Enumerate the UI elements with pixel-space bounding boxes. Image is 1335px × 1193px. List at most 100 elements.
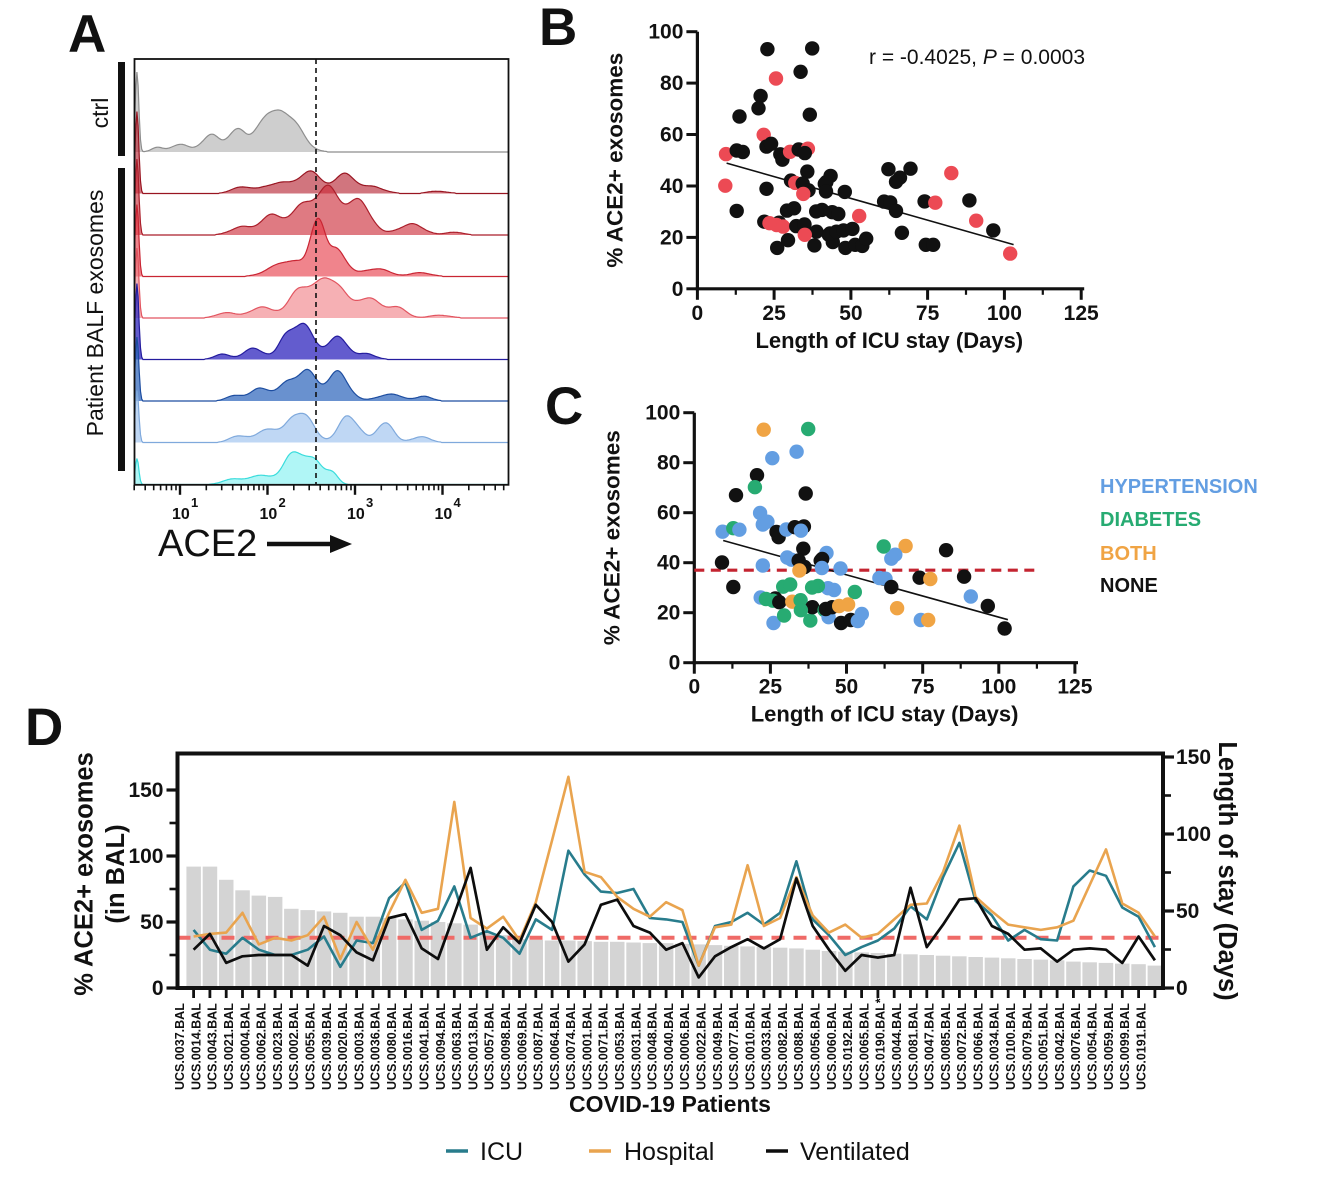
svg-text:% ACE2+ exosomes: % ACE2+ exosomes <box>602 53 627 268</box>
svg-text:80: 80 <box>657 452 680 475</box>
svg-text:(in BAL): (in BAL) <box>102 824 130 923</box>
svg-text:150: 150 <box>128 779 163 802</box>
svg-text:UCS.0071.BAL: UCS.0071.BAL <box>597 1003 611 1090</box>
svg-text:0: 0 <box>1176 977 1188 1000</box>
svg-text:25: 25 <box>762 302 786 325</box>
svg-text:50: 50 <box>1176 900 1199 923</box>
svg-text:100: 100 <box>128 845 163 868</box>
svg-text:UCS.0031.BAL: UCS.0031.BAL <box>629 1003 643 1090</box>
svg-text:UCS.0082.BAL: UCS.0082.BAL <box>776 1003 790 1090</box>
svg-text:10: 10 <box>172 506 190 523</box>
svg-text:40: 40 <box>657 552 680 575</box>
svg-text:50: 50 <box>839 302 862 325</box>
svg-text:UCS.0043.BAL: UCS.0043.BAL <box>206 1003 220 1090</box>
svg-text:ctrl: ctrl <box>87 98 113 129</box>
svg-text:80: 80 <box>660 72 683 95</box>
svg-text:Ventilated: Ventilated <box>800 1138 910 1166</box>
svg-text:10: 10 <box>260 506 278 523</box>
svg-text:% ACE2+ exosomes: % ACE2+ exosomes <box>599 430 624 645</box>
svg-text:UCS.0013.BAL: UCS.0013.BAL <box>466 1003 480 1090</box>
svg-text:UCS.0059.BAL: UCS.0059.BAL <box>1102 1003 1116 1090</box>
svg-text:UCS.0040.BAL: UCS.0040.BAL <box>662 1003 676 1090</box>
svg-text:0: 0 <box>688 676 700 699</box>
svg-text:UCS.0021.BAL: UCS.0021.BAL <box>222 1003 236 1090</box>
svg-text:100: 100 <box>645 402 680 425</box>
svg-text:UCS.0039.BAL: UCS.0039.BAL <box>320 1003 334 1090</box>
svg-text:Length of ICU stay (Days): Length of ICU stay (Days) <box>755 328 1023 353</box>
svg-text:150: 150 <box>1176 746 1211 769</box>
svg-text:10: 10 <box>435 506 453 523</box>
svg-text:UCS.0057.BAL: UCS.0057.BAL <box>483 1003 497 1090</box>
svg-text:UCS.0088.BAL: UCS.0088.BAL <box>792 1003 806 1090</box>
svg-text:UCS.0022.BAL: UCS.0022.BAL <box>695 1003 709 1090</box>
svg-text:UCS.0074.BAL: UCS.0074.BAL <box>564 1003 578 1090</box>
svg-text:2: 2 <box>279 495 286 510</box>
svg-text:B: B <box>539 0 577 57</box>
svg-text:Length of ICU stay (Days): Length of ICU stay (Days) <box>751 702 1019 727</box>
svg-text:UCS.0004.BAL: UCS.0004.BAL <box>238 1003 252 1090</box>
svg-text:1: 1 <box>191 495 198 510</box>
svg-text:0: 0 <box>692 302 704 325</box>
svg-text:50: 50 <box>140 911 163 934</box>
svg-text:UCS.0055.BAL: UCS.0055.BAL <box>304 1003 318 1090</box>
svg-text:UCS.0002.BAL: UCS.0002.BAL <box>287 1003 301 1090</box>
svg-text:UCS.0036.BAL: UCS.0036.BAL <box>369 1003 383 1090</box>
svg-text:C: C <box>545 377 583 436</box>
svg-text:UCS.0079.BAL: UCS.0079.BAL <box>1020 1003 1034 1090</box>
svg-text:UCS.0001.BAL: UCS.0001.BAL <box>580 1003 594 1090</box>
svg-text:UCS.0054.BAL: UCS.0054.BAL <box>1086 1003 1100 1090</box>
svg-text:60: 60 <box>657 502 680 525</box>
svg-text:BOTH: BOTH <box>1100 543 1157 565</box>
svg-text:HYPERTENSION: HYPERTENSION <box>1100 476 1258 498</box>
svg-text:Length of stay (Days): Length of stay (Days) <box>1213 741 1241 1000</box>
svg-text:UCS.0016.BAL: UCS.0016.BAL <box>401 1003 415 1090</box>
svg-text:UCS.0049.BAL: UCS.0049.BAL <box>711 1003 725 1090</box>
svg-text:4: 4 <box>454 495 462 510</box>
svg-text:10: 10 <box>347 506 365 523</box>
svg-text:0: 0 <box>669 652 681 675</box>
svg-text:100: 100 <box>648 21 683 44</box>
svg-text:125: 125 <box>1057 676 1092 699</box>
svg-text:75: 75 <box>911 676 935 699</box>
svg-text:UCS.0192.BAL: UCS.0192.BAL <box>841 1003 855 1090</box>
svg-text:UCS.0006.BAL: UCS.0006.BAL <box>678 1003 692 1090</box>
svg-text:25: 25 <box>759 676 783 699</box>
svg-text:UCS.0053.BAL: UCS.0053.BAL <box>613 1003 627 1090</box>
svg-text:UCS.0100.BAL: UCS.0100.BAL <box>1004 1003 1018 1090</box>
svg-text:UCS.0191.BAL: UCS.0191.BAL <box>1134 1003 1148 1090</box>
svg-text:UCS.0077.BAL: UCS.0077.BAL <box>727 1003 741 1090</box>
svg-text:% ACE2+ exosomes: % ACE2+ exosomes <box>71 752 99 996</box>
svg-text:UCS.0020.BAL: UCS.0020.BAL <box>336 1003 350 1090</box>
svg-text:UCS.0048.BAL: UCS.0048.BAL <box>646 1003 660 1090</box>
svg-text:UCS.0065.BAL: UCS.0065.BAL <box>857 1003 871 1090</box>
svg-text:UCS.0037.BAL: UCS.0037.BAL <box>173 1003 187 1090</box>
svg-text:UCS.0062.BAL: UCS.0062.BAL <box>255 1003 269 1090</box>
svg-text:UCS.0080.BAL: UCS.0080.BAL <box>385 1003 399 1090</box>
svg-text:UCS.0094.BAL: UCS.0094.BAL <box>434 1003 448 1090</box>
svg-text:UCS.0066.BAL: UCS.0066.BAL <box>971 1003 985 1090</box>
svg-text:COVID-19 Patients: COVID-19 Patients <box>569 1091 771 1117</box>
svg-text:40: 40 <box>660 175 683 198</box>
svg-text:UCS.0034.BAL: UCS.0034.BAL <box>988 1003 1002 1090</box>
svg-text:UCS.0076.BAL: UCS.0076.BAL <box>1069 1003 1083 1090</box>
svg-text:60: 60 <box>660 124 683 147</box>
svg-text:75: 75 <box>916 302 940 325</box>
svg-text:UCS.0003.BAL: UCS.0003.BAL <box>352 1003 366 1090</box>
svg-text:UCS.0014.BAL: UCS.0014.BAL <box>189 1003 203 1090</box>
svg-text:UCS.0064.BAL: UCS.0064.BAL <box>548 1003 562 1090</box>
svg-text:125: 125 <box>1064 302 1099 325</box>
svg-text:UCS.0060.BAL: UCS.0060.BAL <box>825 1003 839 1090</box>
svg-text:3: 3 <box>366 495 373 510</box>
svg-text:UCS.0041.BAL: UCS.0041.BAL <box>418 1003 432 1090</box>
svg-text:UCS.0047.BAL: UCS.0047.BAL <box>923 1003 937 1090</box>
svg-text:UCS.0010.BAL: UCS.0010.BAL <box>743 1003 757 1090</box>
svg-text:UCS.0069.BAL: UCS.0069.BAL <box>515 1003 529 1090</box>
svg-text:UCS.0085.BAL: UCS.0085.BAL <box>939 1003 953 1090</box>
svg-text:ACE2: ACE2 <box>158 523 257 565</box>
svg-text:UCS.0081.BAL: UCS.0081.BAL <box>906 1003 920 1090</box>
svg-text:Patient BALF exosomes: Patient BALF exosomes <box>82 190 108 437</box>
svg-text:Hospital: Hospital <box>624 1138 714 1166</box>
svg-text:20: 20 <box>657 602 680 625</box>
svg-text:UCS.0033.BAL: UCS.0033.BAL <box>760 1003 774 1090</box>
svg-text:r = -0.4025, P = 0.0003: r = -0.4025, P = 0.0003 <box>869 46 1085 69</box>
